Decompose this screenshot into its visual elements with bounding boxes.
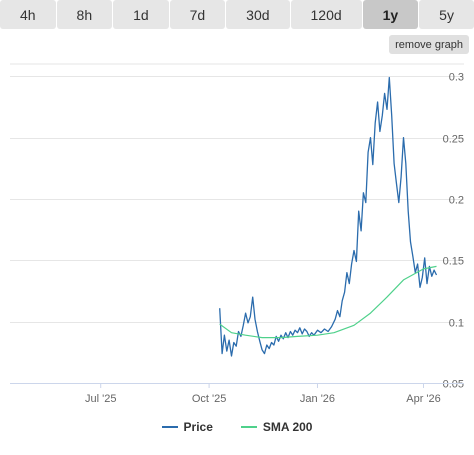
y-tick-label: 0.1 — [449, 318, 464, 330]
legend-label-sma: SMA 200 — [262, 420, 313, 434]
legend-label-price: Price — [183, 420, 213, 434]
price-series-line — [219, 76, 438, 357]
tab-8h[interactable]: 8h — [56, 0, 113, 29]
tab-7d[interactable]: 7d — [169, 0, 226, 29]
tab-30d[interactable]: 30d — [226, 0, 290, 29]
x-tick-label: Jul '25 — [85, 393, 116, 405]
x-tick-label: Jan '26 — [300, 393, 335, 405]
y-tick-label: 0.15 — [443, 256, 464, 268]
tab-5y[interactable]: 5y — [419, 0, 474, 29]
y-tick-label: 0.25 — [443, 134, 464, 146]
y-tick-label: 0.3 — [449, 72, 464, 84]
legend-item-price[interactable]: Price — [161, 420, 213, 434]
chart-legend: Price SMA 200 — [0, 420, 474, 434]
remove-graph-button[interactable]: remove graph — [389, 35, 469, 54]
timeframe-tabs: 4h 8h 1d 7d 30d 120d 1y 5y — [0, 0, 474, 30]
legend-swatch-sma — [240, 426, 257, 428]
price-chart: 0.3 0.25 0.2 0.15 0.1 0.05 Jul '25 Oct '25 Jan '… — [10, 63, 464, 405]
sma-series-line — [219, 265, 437, 339]
x-tick-label: Apr '26 — [406, 393, 441, 405]
tab-4h[interactable]: 4h — [0, 0, 56, 29]
y-tick-label: 0.05 — [443, 379, 464, 391]
tab-120d[interactable]: 120d — [290, 0, 362, 29]
tab-1d[interactable]: 1d — [113, 0, 169, 29]
tab-1y[interactable]: 1y — [362, 0, 419, 29]
x-tick-label: Oct '25 — [192, 393, 227, 405]
legend-swatch-price — [161, 426, 178, 428]
y-tick-label: 0.2 — [449, 195, 464, 207]
legend-item-sma[interactable]: SMA 200 — [240, 420, 313, 434]
